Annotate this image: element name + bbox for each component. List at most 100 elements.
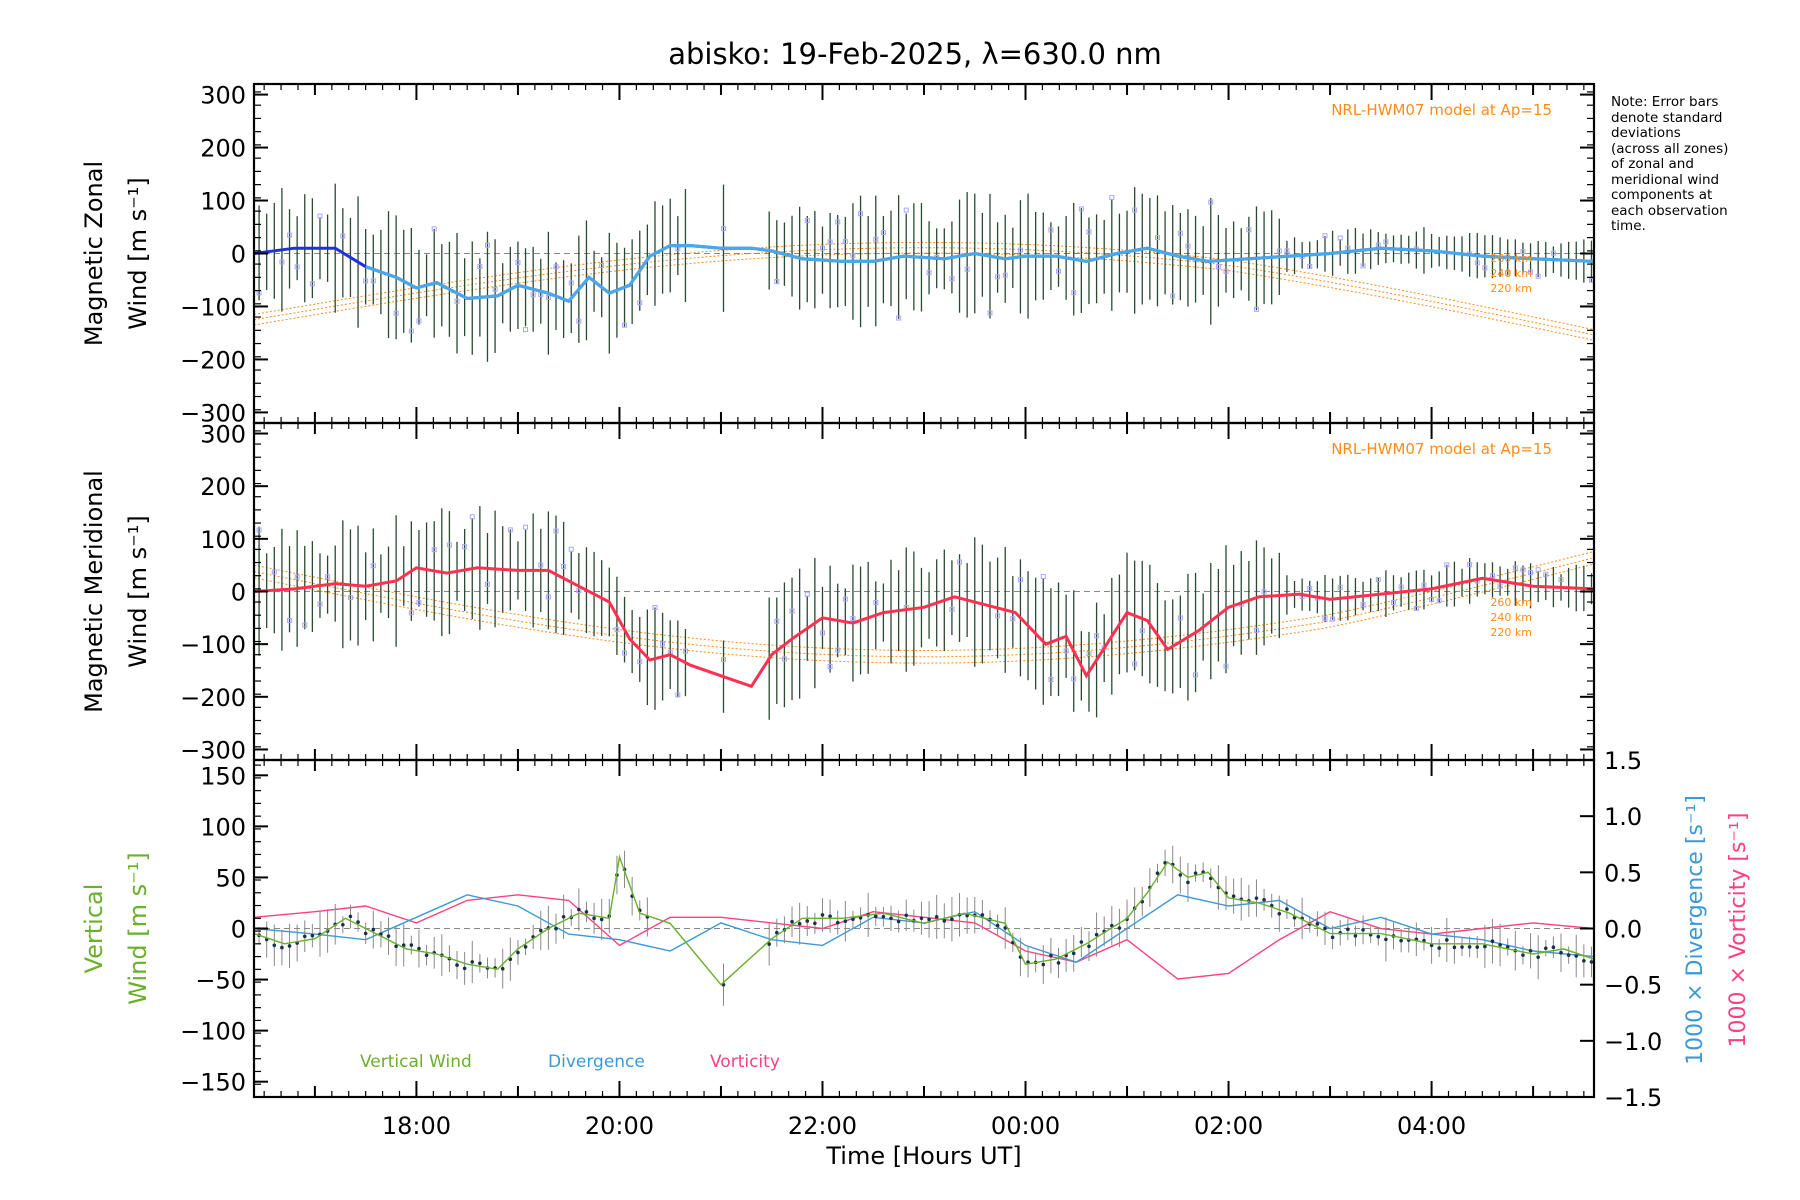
zone-point — [553, 528, 559, 534]
vertical-wind-point — [873, 914, 878, 919]
y-axis-title-line2: Wind [m s⁻¹] — [124, 177, 152, 329]
zone-point — [789, 608, 795, 614]
y2-tick-label: 1.5 — [1604, 747, 1642, 775]
zone-point — [873, 236, 879, 242]
zone-point — [1040, 573, 1046, 579]
zone-point — [1056, 268, 1062, 274]
zone-point — [1048, 677, 1054, 683]
vertical-wind-line — [253, 854, 1595, 986]
legend-item: Vertical Wind — [360, 1052, 472, 1072]
zone-point — [1177, 615, 1183, 621]
zone-point — [1322, 233, 1328, 239]
zone-point — [393, 310, 399, 316]
model-height-label: 240 km — [1490, 267, 1532, 280]
zone-point — [622, 650, 628, 656]
zone-point — [1276, 248, 1282, 254]
vertical-wind-point — [1521, 953, 1525, 957]
zone-point — [1391, 599, 1397, 605]
vertical-wind-point — [1475, 945, 1480, 949]
vertical-wind-point — [1003, 926, 1008, 930]
vertical-wind-point — [1231, 894, 1236, 898]
zone-point — [553, 264, 559, 270]
y-axis-title-line2: Wind [m s⁻¹] — [124, 515, 152, 667]
zone-point — [484, 581, 490, 587]
vertical-wind-point — [599, 917, 604, 922]
vertical-wind-point — [1460, 945, 1464, 949]
zone-point — [819, 245, 825, 251]
vertical-wind-point — [280, 945, 284, 950]
vertical-wind-point — [995, 923, 1000, 928]
vertical-wind-point — [889, 916, 893, 921]
zone-point — [1398, 584, 1404, 590]
vertical-wind-point — [980, 913, 985, 917]
zone-point — [637, 659, 643, 665]
zone-point — [1444, 562, 1450, 568]
zone-point — [637, 300, 643, 306]
note-line: (across all zones) — [1611, 140, 1729, 157]
zone-point — [1520, 249, 1526, 255]
vertical-wind-point — [1399, 938, 1403, 943]
x-axis-label: Time [Hours UT] — [825, 1142, 1021, 1170]
zone-point — [515, 259, 521, 265]
zone-point — [370, 278, 376, 284]
zone-point — [1253, 306, 1259, 312]
vertical-wind-point — [1437, 946, 1441, 950]
zone-point — [325, 574, 331, 580]
zone-point — [675, 692, 681, 698]
zone-point — [446, 542, 452, 548]
vertical-wind-point — [805, 919, 810, 923]
model-height-label: 220 km — [1490, 626, 1532, 639]
vertical-wind-point — [287, 944, 292, 948]
vertical-wind-point — [1193, 871, 1198, 875]
zone-point — [903, 207, 909, 213]
vertical-wind-point — [919, 916, 924, 921]
y-tick-label: 300 — [200, 421, 246, 449]
y-tick-label: −300 — [180, 399, 246, 427]
vertical-wind-point — [904, 913, 909, 918]
vertical-wind-point — [371, 927, 376, 932]
model-curve — [253, 551, 1595, 652]
chart-title: abisko: 19-Feb-2025, λ=630.0 nm — [668, 37, 1162, 71]
x-tick-label: 20:00 — [585, 1112, 654, 1140]
vertical-wind-point — [1559, 950, 1563, 955]
vertical-wind-point — [1049, 953, 1053, 958]
y-tick-label: 300 — [200, 82, 246, 110]
vertical-wind-point — [341, 922, 345, 927]
vertical-wind-point — [896, 919, 901, 924]
model-curve — [253, 241, 1595, 331]
zone-point — [1330, 616, 1336, 622]
zone-point — [370, 563, 376, 569]
vertical-wind-point — [950, 917, 954, 921]
note-line: deviations — [1611, 125, 1681, 141]
y-tick-label: −300 — [180, 736, 246, 764]
zone-point — [819, 630, 825, 636]
model-curve — [253, 247, 1595, 336]
zone-point — [309, 281, 315, 287]
zone-point — [873, 600, 879, 606]
zone-point — [1482, 265, 1488, 271]
zone-point — [1215, 264, 1221, 270]
zone-point — [804, 218, 810, 224]
y-tick-label: −200 — [180, 346, 246, 374]
zone-point — [1170, 293, 1176, 299]
vertical-wind-point — [348, 914, 353, 919]
vertical-wind-point — [417, 946, 421, 951]
zone-point — [1307, 585, 1313, 591]
vertical-wind-point — [1467, 945, 1472, 949]
zone-point — [477, 264, 483, 270]
y2-tick-label: 0.0 — [1604, 916, 1642, 944]
zone-point — [842, 596, 848, 602]
zone-point — [523, 327, 529, 333]
series-mean-line — [365, 244, 1595, 304]
vertical-wind-point — [1490, 939, 1495, 943]
zone-point — [1086, 650, 1092, 656]
zone-point — [507, 527, 513, 533]
y-tick-label: 150 — [200, 762, 246, 790]
vertical-wind-point — [1498, 943, 1502, 947]
vertical-wind-point — [1330, 935, 1335, 940]
y-tick-label: −100 — [180, 1018, 246, 1046]
zone-point — [576, 588, 582, 594]
note-line: components at — [1611, 187, 1713, 203]
zone-point — [949, 276, 955, 282]
